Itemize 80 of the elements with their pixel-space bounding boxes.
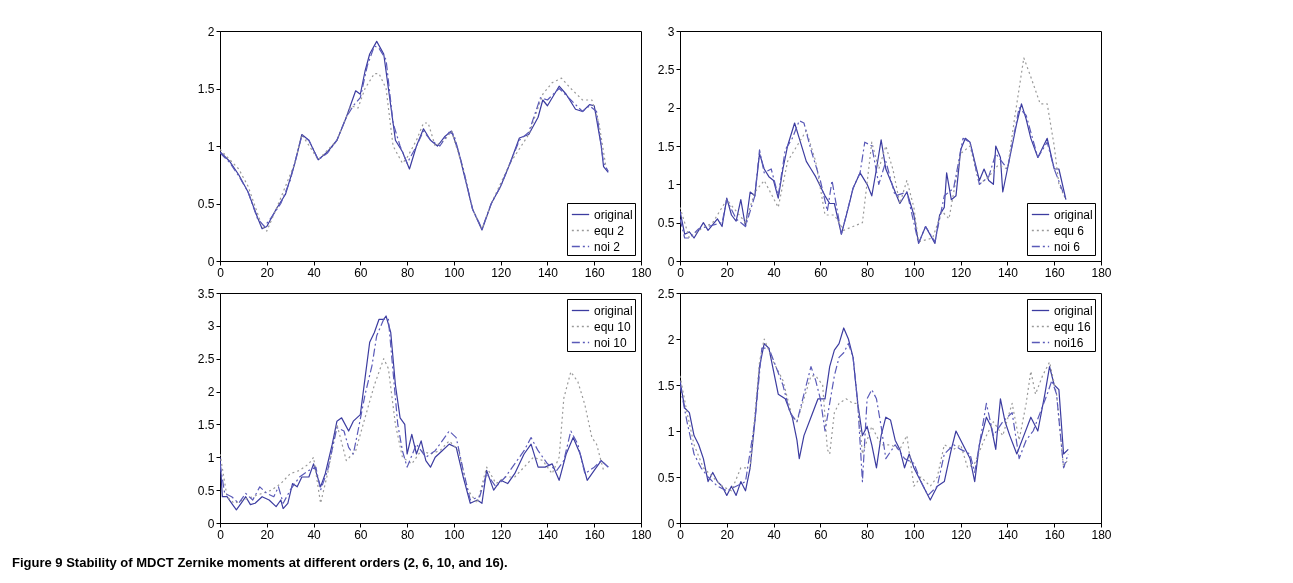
y-tick-label: 0.5 [657, 470, 675, 485]
x-tick-label: 0 [677, 265, 685, 280]
x-tick-label: 80 [860, 265, 875, 280]
y-tick-label: 3 [667, 24, 675, 39]
x-tick-label: 0 [217, 265, 225, 280]
x-tick-label: 40 [307, 265, 322, 280]
y-tick-label: 0 [207, 516, 215, 531]
y-tick-label: 1 [207, 450, 215, 465]
x-tick-label: 180 [1091, 527, 1112, 542]
x-tick-label: 100 [904, 527, 925, 542]
legend-label: equ 16 [1054, 319, 1092, 334]
line-series [220, 358, 605, 504]
legend-label: original [1054, 303, 1093, 318]
x-tick-label: 140 [997, 265, 1019, 280]
x-tick-label: 60 [354, 265, 368, 280]
legend-label: original [1054, 207, 1093, 222]
y-tick-label: 0.5 [197, 197, 215, 211]
x-tick-label: 20 [260, 265, 275, 280]
y-tick-label: 1 [207, 139, 215, 154]
y-tick-label: 0.5 [197, 483, 215, 498]
caption: Figure 9 Stability of MDCT Zernike moments at different orders (2, 6, 10, and 16). [12, 555, 508, 570]
x-tick-label: 180 [631, 527, 652, 542]
x-tick-label: 160 [584, 527, 606, 542]
x-tick-label: 20 [260, 527, 275, 542]
y-tick-label: 1.5 [657, 378, 675, 393]
x-tick-label: 20 [720, 527, 735, 542]
x-tick-label: 100 [444, 265, 465, 280]
y-tick-label: 3 [207, 319, 215, 334]
x-tick-label: 40 [307, 527, 322, 542]
x-tick-label: 120 [951, 527, 972, 542]
legend-label: equ 10 [594, 319, 632, 334]
legend-label: original [594, 207, 633, 222]
x-tick-label: 160 [1044, 527, 1066, 542]
y-tick-label: 3.5 [197, 286, 215, 301]
x-tick-label: 160 [1044, 265, 1066, 280]
y-tick-label: 2 [667, 101, 675, 116]
y-tick-label: 2.5 [197, 352, 215, 367]
x-tick-label: 60 [814, 527, 828, 542]
x-tick-label: 0 [217, 527, 225, 542]
legend-label: noi 10 [594, 335, 628, 350]
y-tick-label: 0.5 [657, 216, 675, 231]
y-tick-label: 1.5 [197, 82, 215, 96]
x-tick-label: 100 [904, 265, 925, 280]
x-tick-label: 60 [814, 265, 828, 280]
y-tick-label: 2 [667, 332, 675, 347]
y-tick-label: 1.5 [197, 417, 215, 432]
x-tick-label: 40 [767, 265, 782, 280]
x-tick-label: 140 [997, 527, 1019, 542]
y-tick-label: 1 [667, 177, 675, 192]
y-tick-label: 0 [667, 254, 675, 269]
legend-label: equ 6 [1054, 223, 1085, 238]
x-tick-label: 120 [491, 527, 512, 542]
y-tick-label: 2 [207, 24, 215, 39]
x-tick-label: 20 [720, 265, 735, 280]
y-tick-label: 0 [207, 254, 215, 269]
y-tick-label: 1.5 [657, 139, 675, 154]
x-tick-label: 140 [537, 527, 559, 542]
y-tick-label: 2.5 [657, 62, 675, 77]
y-tick-label: 1 [667, 424, 675, 439]
legend-label: original [594, 303, 633, 318]
y-tick-label: 0 [667, 516, 675, 531]
x-tick-label: 140 [537, 265, 559, 280]
y-tick-label: 2.5 [657, 286, 675, 301]
x-tick-label: 180 [1091, 265, 1112, 280]
legend-label: noi 2 [594, 239, 621, 254]
legend-label: noi16 [1054, 335, 1084, 350]
x-tick-label: 80 [400, 527, 415, 542]
x-tick-label: 0 [677, 527, 685, 542]
legend-label: noi 6 [1054, 239, 1081, 254]
x-tick-label: 180 [631, 265, 652, 280]
y-tick-label: 2 [207, 385, 215, 400]
x-tick-label: 60 [354, 527, 368, 542]
x-tick-label: 120 [951, 265, 972, 280]
x-tick-label: 80 [400, 265, 415, 280]
x-tick-label: 40 [767, 527, 782, 542]
x-tick-label: 100 [444, 527, 465, 542]
x-tick-label: 80 [860, 527, 875, 542]
x-tick-label: 120 [491, 265, 512, 280]
legend-label: equ 2 [594, 223, 625, 238]
x-tick-label: 160 [584, 265, 606, 280]
